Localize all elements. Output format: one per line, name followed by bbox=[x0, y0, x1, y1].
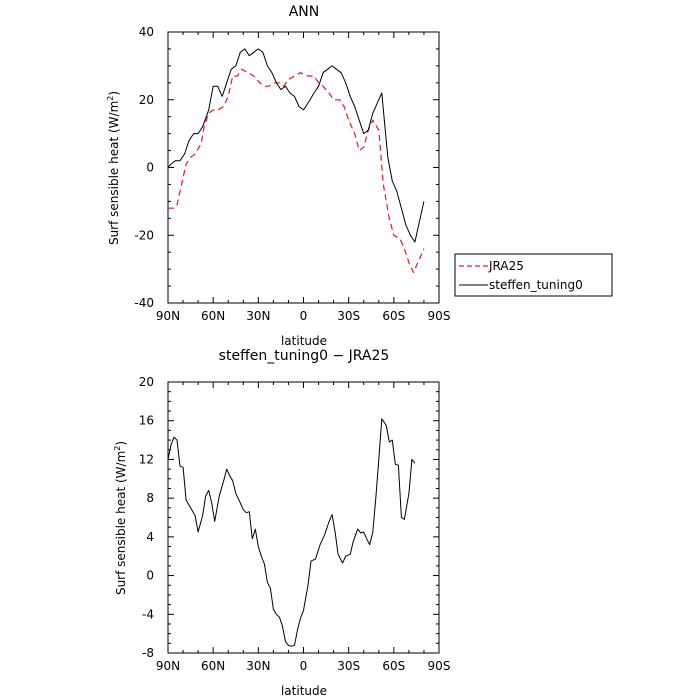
bottom-series-layer bbox=[167, 418, 416, 647]
bottom-chart-title: steffen_tuning0 − JRA25 bbox=[219, 348, 390, 364]
top-ytick-label: 20 bbox=[139, 93, 154, 107]
top-series-layer bbox=[167, 48, 425, 274]
bottom-ytick-label: 20 bbox=[139, 375, 154, 389]
top-xtick-label: 30N bbox=[246, 309, 270, 323]
top-xtick-label: 60S bbox=[382, 309, 405, 323]
top-y-axis-label: Surf sensible heat (W/m2) bbox=[106, 91, 121, 245]
top-series-line-jra25 bbox=[168, 68, 425, 274]
top-chart-title: ANN bbox=[289, 4, 320, 20]
legend-label-steffen: steffen_tuning0 bbox=[489, 278, 583, 292]
top-series-line-steffen-tuning0 bbox=[167, 48, 425, 243]
top-axis-ticks: 90N 60N 30N 0 30S 60S 90S -40 -20 0 20 40 bbox=[134, 25, 450, 323]
bottom-xtick-label: 90N bbox=[156, 659, 180, 673]
top-xtick-label: 60N bbox=[201, 309, 225, 323]
bottom-ytick-label: 8 bbox=[146, 491, 154, 505]
top-ytick-label: 40 bbox=[139, 25, 154, 39]
bottom-x-axis-label: latitude bbox=[281, 684, 327, 698]
bottom-xtick-label: 60N bbox=[201, 659, 225, 673]
bottom-axis-ticks: 90N 60N 30N 0 30S 60S 90S -8 -4 0 4 8 12 16 20 bbox=[139, 375, 451, 673]
bottom-plot-frame bbox=[167, 381, 440, 654]
top-xtick-label: 90N bbox=[156, 309, 180, 323]
top-ytick-label: 0 bbox=[146, 161, 154, 175]
bottom-xtick-label: 30S bbox=[337, 659, 360, 673]
top-ytick-label: -20 bbox=[134, 228, 154, 242]
top-ytick-label: -40 bbox=[134, 296, 154, 310]
bottom-ytick-label: -4 bbox=[142, 607, 154, 621]
top-panel: ANN 90N 60N 30N 0 30S 60S 90S -40 -20 0 20 40 latit… bbox=[106, 4, 613, 348]
bottom-ytick-label: 4 bbox=[146, 530, 154, 544]
top-xtick-label: 90S bbox=[428, 309, 451, 323]
top-xtick-label: 30S bbox=[337, 309, 360, 323]
top-x-axis-label: latitude bbox=[281, 334, 327, 348]
bottom-ytick-label: 16 bbox=[139, 414, 154, 428]
bottom-y-axis-label: Surf sensible heat (W/m2) bbox=[113, 441, 128, 595]
bottom-panel: steffen_tuning0 − JRA25 90N 60N 30N 0 30S 60S… bbox=[113, 348, 450, 698]
bottom-series-line-difference bbox=[167, 418, 416, 647]
bottom-xtick-label: 60S bbox=[382, 659, 405, 673]
bottom-ytick-label: 12 bbox=[139, 452, 154, 466]
bottom-xtick-label: 90S bbox=[428, 659, 451, 673]
legend-label-jra25: JRA25 bbox=[488, 259, 524, 273]
bottom-xtick-label: 0 bbox=[300, 659, 308, 673]
bottom-ytick-label: 0 bbox=[146, 569, 154, 583]
top-plot-frame bbox=[167, 31, 440, 304]
top-xtick-label: 0 bbox=[300, 309, 308, 323]
bottom-ytick-label: -8 bbox=[142, 646, 154, 660]
legend: JRA25 steffen_tuning0 bbox=[454, 253, 613, 297]
bottom-xtick-label: 30N bbox=[246, 659, 270, 673]
legend-box bbox=[454, 253, 613, 297]
